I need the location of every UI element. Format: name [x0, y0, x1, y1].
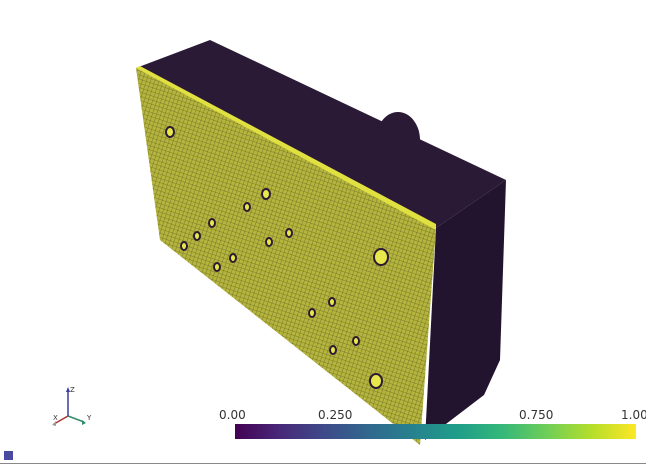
hole: [229, 253, 237, 263]
hole: [213, 262, 221, 272]
y-axis-line: [67, 415, 85, 423]
hole: [165, 126, 175, 138]
z-axis-label: Z: [70, 386, 75, 394]
hole: [193, 231, 201, 241]
colorbar-tick-2: 0.750: [519, 408, 554, 422]
y-axis-arrow: [82, 420, 86, 425]
z-axis-arrow: [66, 387, 70, 392]
hole: [180, 241, 188, 251]
orientation-axes-widget: Z X Y: [52, 386, 92, 426]
colorbar-tick-1: 0.250: [318, 408, 353, 422]
cylinder-boss: [376, 112, 420, 168]
hole: [329, 345, 337, 355]
mesh-front-face: [136, 68, 436, 445]
status-bar-divider: [0, 463, 646, 464]
y-axis-label: Y: [86, 414, 92, 422]
hole: [328, 297, 336, 307]
hole: [243, 202, 251, 212]
hole: [265, 237, 273, 247]
status-indicator: [4, 451, 13, 460]
hole: [352, 336, 360, 346]
hole: [208, 218, 216, 228]
x-axis-line: [53, 415, 69, 425]
block-top-face: [136, 40, 506, 228]
hole: [308, 308, 316, 318]
hole: [373, 248, 389, 266]
block-side-face: [425, 180, 506, 440]
hole: [285, 228, 293, 238]
hole: [261, 188, 271, 200]
colorbar-tick-3: 1.00: [621, 408, 646, 422]
x-axis-arrow: [52, 421, 56, 426]
mesh-top-edge: [136, 66, 436, 230]
colorbar-tick-0: 0.00: [219, 408, 246, 422]
x-axis-label: X: [53, 414, 58, 422]
scalar-color-bar: [235, 424, 636, 439]
hole: [369, 373, 383, 389]
hole-group: [165, 126, 389, 389]
